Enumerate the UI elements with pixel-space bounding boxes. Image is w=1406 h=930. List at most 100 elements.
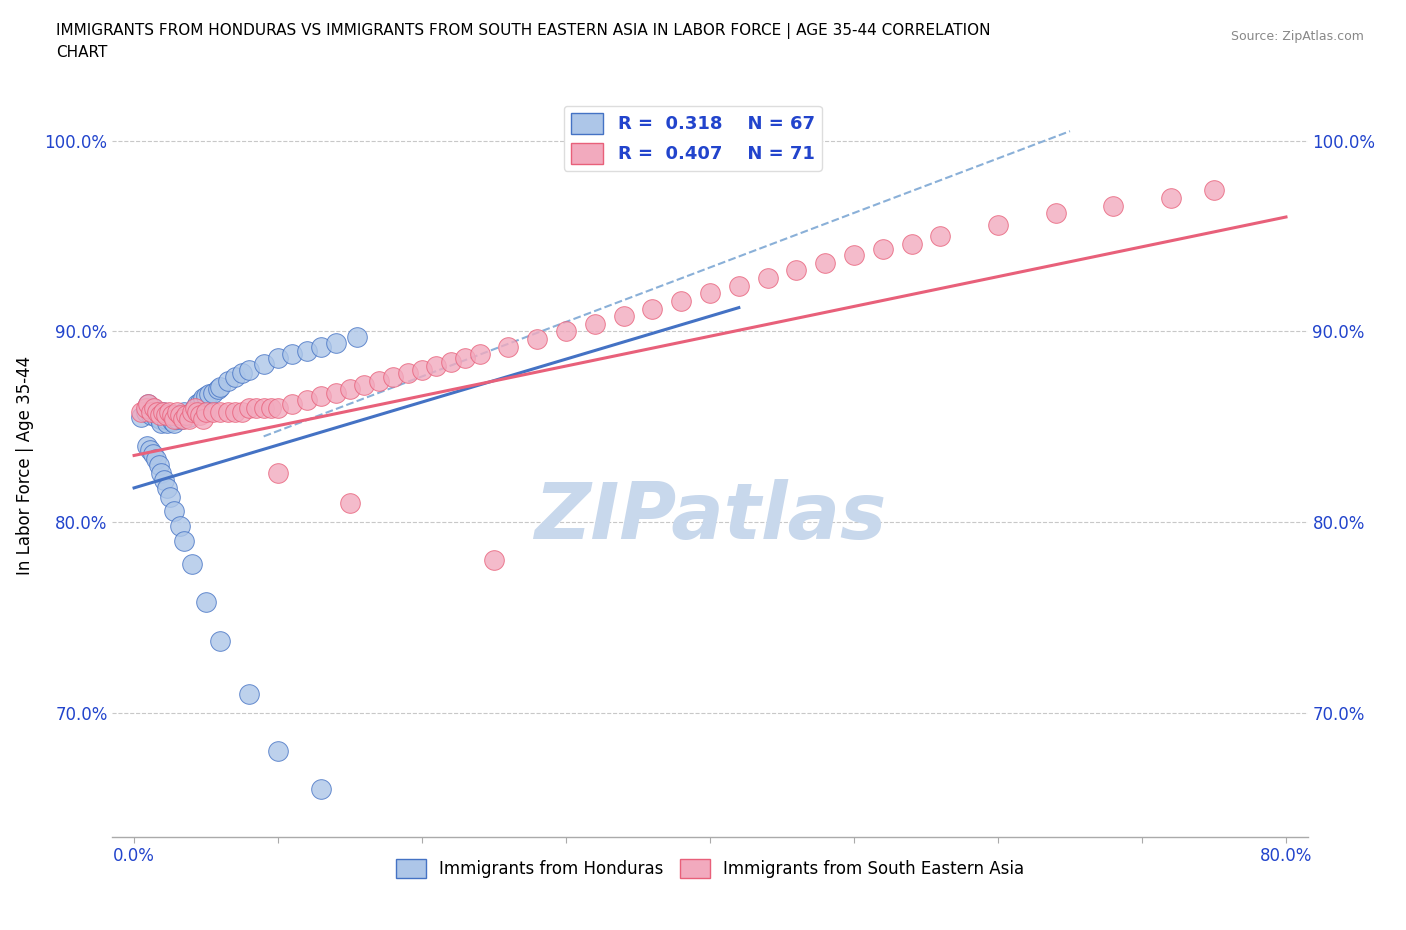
Point <box>180 405 202 419</box>
Point <box>166 405 188 419</box>
Point <box>900 236 922 251</box>
Point <box>217 405 239 419</box>
Point <box>180 405 202 419</box>
Point <box>396 366 419 381</box>
Point <box>468 347 491 362</box>
Point <box>309 389 332 404</box>
Point <box>145 410 167 425</box>
Point <box>155 408 177 423</box>
Point <box>169 408 191 423</box>
Point <box>135 400 157 415</box>
Point <box>148 408 170 423</box>
Point <box>169 408 191 423</box>
Point <box>153 408 176 423</box>
Point <box>145 452 167 467</box>
Point <box>157 405 180 419</box>
Point <box>339 496 361 511</box>
Point <box>129 410 152 425</box>
Point <box>1160 191 1182 206</box>
Point <box>1045 206 1067 220</box>
Point <box>142 446 165 461</box>
Point <box>143 400 166 415</box>
Point <box>756 271 779 286</box>
Point <box>583 316 606 331</box>
Point <box>613 309 636 324</box>
Point <box>163 503 186 518</box>
Point <box>253 400 276 415</box>
Point <box>325 336 347 351</box>
Point <box>498 339 520 354</box>
Text: ZIPatlas: ZIPatlas <box>534 479 886 555</box>
Point <box>245 400 267 415</box>
Point <box>267 465 290 480</box>
Point <box>135 405 157 419</box>
Point <box>785 263 807 278</box>
Point <box>281 347 304 362</box>
Point <box>238 362 260 377</box>
Point <box>555 324 578 339</box>
Point <box>163 412 186 427</box>
Point <box>267 351 290 365</box>
Point <box>209 405 232 419</box>
Point <box>138 396 160 411</box>
Point <box>129 405 152 419</box>
Point <box>160 408 183 423</box>
Point <box>152 405 174 419</box>
Point <box>138 396 160 411</box>
Point <box>193 412 215 427</box>
Point <box>155 412 177 427</box>
Point <box>202 405 225 419</box>
Point <box>842 247 865 262</box>
Point <box>188 408 211 423</box>
Point <box>173 534 195 549</box>
Point <box>177 412 200 427</box>
Point <box>143 405 166 419</box>
Point <box>156 481 179 496</box>
Point <box>146 405 169 419</box>
Point <box>209 633 232 648</box>
Point <box>150 465 173 480</box>
Point <box>987 218 1010 232</box>
Point <box>209 379 232 394</box>
Point <box>157 408 180 423</box>
Point <box>136 438 159 453</box>
Point <box>309 339 332 354</box>
Point <box>1102 198 1125 213</box>
Point <box>141 408 163 423</box>
Point <box>195 595 218 610</box>
Point <box>454 351 477 365</box>
Point <box>641 301 664 316</box>
Point <box>169 519 191 534</box>
Point <box>814 256 837 271</box>
Point <box>238 686 260 701</box>
Point <box>281 396 304 411</box>
Point <box>382 370 405 385</box>
Point <box>159 490 181 505</box>
Point <box>1202 183 1225 198</box>
Point <box>153 472 176 487</box>
Point <box>174 408 197 423</box>
Point <box>177 410 200 425</box>
Point <box>170 412 193 427</box>
Point <box>166 412 188 427</box>
Point <box>163 416 186 431</box>
Point <box>217 374 239 389</box>
Point <box>224 405 246 419</box>
Point <box>149 412 172 427</box>
Point <box>353 378 375 392</box>
Point <box>267 744 290 759</box>
Point <box>699 286 721 300</box>
Point <box>260 400 283 415</box>
Point <box>188 394 211 409</box>
Point <box>148 458 170 472</box>
Point <box>411 362 433 377</box>
Point <box>162 408 184 423</box>
Point <box>146 405 169 419</box>
Point <box>482 553 505 568</box>
Text: Source: ZipAtlas.com: Source: ZipAtlas.com <box>1230 30 1364 43</box>
Point <box>142 400 165 415</box>
Point <box>166 408 188 423</box>
Point <box>231 366 253 381</box>
Point <box>149 408 172 423</box>
Point <box>186 396 208 411</box>
